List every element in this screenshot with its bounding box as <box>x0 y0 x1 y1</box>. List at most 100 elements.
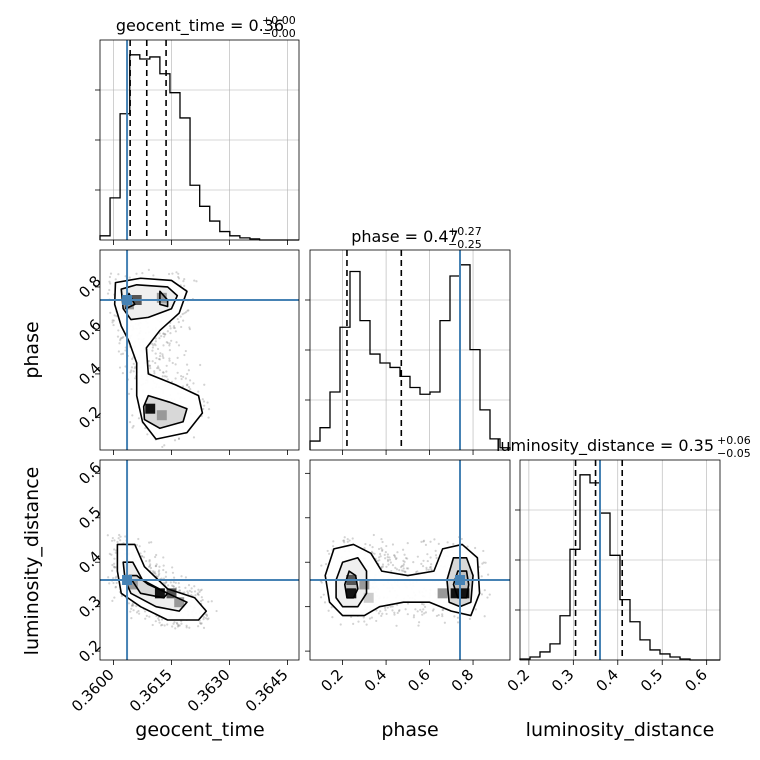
panel-geocent_time-phase-sample <box>159 352 162 355</box>
panel-phase-luminosity_distance-contour <box>335 556 368 608</box>
panel-geocent_time-phase-sample <box>116 335 120 338</box>
panel-phase-luminosity_distance-sample <box>419 608 422 611</box>
panel-phase-luminosity_distance-sample <box>417 624 420 627</box>
panel-geocent_time-luminosity_distance-sample <box>154 565 158 568</box>
panel-geocent_time-phase-sample <box>202 407 205 411</box>
panel-geocent_time-luminosity_distance-sample <box>149 563 152 566</box>
panel-geocent_time-phase-sample <box>108 288 111 292</box>
panel-geocent_time-phase-sample <box>199 363 202 367</box>
panel-phase-luminosity_distance-sample <box>422 540 425 543</box>
panel-geocent_time-luminosity_distance-sample <box>164 581 168 584</box>
hist-phase-frame <box>309 249 511 451</box>
panel-phase-luminosity_distance-sample <box>388 556 391 559</box>
panel-geocent_time-luminosity_distance-sample <box>154 620 157 623</box>
panel-geocent_time-luminosity_distance-sample <box>210 600 213 603</box>
panel-geocent_time-phase-sample <box>121 372 124 375</box>
panel-geocent_time-phase-sample <box>184 310 188 314</box>
panel-geocent_time-luminosity_distance-sample <box>155 553 158 557</box>
panel-geocent_time-phase-sample <box>187 386 191 389</box>
panel-phase-luminosity_distance-sample <box>487 573 490 576</box>
panel-phase-luminosity_distance-sample <box>474 608 477 611</box>
panel-geocent_time-luminosity_distance-sample <box>153 570 156 573</box>
panel-phase-luminosity_distance-sample <box>402 569 405 573</box>
hist-geocent_time-frame <box>99 39 300 241</box>
panel-geocent_time-luminosity_distance-sample <box>201 598 204 602</box>
panel-geocent_time-luminosity_distance-sample <box>157 574 160 577</box>
panel-phase-luminosity_distance-sample <box>386 560 390 563</box>
panel-geocent_time-phase-sample <box>179 315 182 318</box>
panel-geocent_time-luminosity_distance-sample <box>205 613 208 616</box>
panel-geocent_time-luminosity_distance-sample <box>165 580 168 584</box>
panel-geocent_time-phase-sample <box>195 280 198 283</box>
panel-geocent_time-phase-sample <box>118 342 121 345</box>
panel-phase-luminosity_distance-sample <box>456 621 460 624</box>
panel-phase-luminosity_distance-frame <box>309 459 511 661</box>
panel-geocent_time-luminosity_distance-xtick-label: 0.3615 <box>126 666 176 716</box>
panel-geocent_time-phase-sample <box>122 335 125 339</box>
panel-geocent_time-luminosity_distance-sample <box>187 592 190 595</box>
panel-phase-luminosity_distance-sample <box>400 564 404 568</box>
panel-geocent_time-phase-contour <box>142 394 188 430</box>
panel-phase-luminosity_distance-sample <box>326 549 329 553</box>
panel-phase-luminosity_distance-sample <box>362 616 365 619</box>
panel-geocent_time-luminosity_distance-sample <box>145 614 148 617</box>
panel-phase-luminosity_distance-sample <box>422 539 426 542</box>
panel-geocent_time-phase-sample <box>119 339 122 342</box>
panel-geocent_time-phase-sample <box>156 347 160 351</box>
panel-phase-luminosity_distance-sample <box>365 623 368 626</box>
panel-geocent_time-phase-sample <box>182 375 185 378</box>
panel-phase-luminosity_distance-sample <box>425 566 428 569</box>
panel-geocent_time-luminosity_distance-sample <box>138 612 141 615</box>
panel-geocent_time-phase-sample <box>183 312 186 315</box>
panel-phase-luminosity_distance-sample <box>390 569 393 573</box>
panel-geocent_time-phase-sample <box>192 436 196 439</box>
panel-phase-luminosity_distance-sample <box>364 542 367 546</box>
panel-geocent_time-luminosity_distance-sample <box>151 623 154 627</box>
panel-geocent_time-phase-sample <box>160 335 163 338</box>
panel-geocent_time-luminosity_distance-sample <box>140 555 143 558</box>
panel-phase-luminosity_distance-sample <box>381 563 385 566</box>
panel-geocent_time-phase-sample <box>202 400 206 403</box>
panel-geocent_time-phase-frame <box>99 249 300 451</box>
panel-geocent_time-phase-sample <box>154 352 157 355</box>
panel-phase-luminosity_distance-sample <box>381 540 384 544</box>
panel-phase-luminosity_distance-sample <box>433 538 436 541</box>
panel-phase-luminosity_distance-sample <box>389 605 392 608</box>
panel-geocent_time-phase-sample <box>177 275 180 279</box>
panel-phase-luminosity_distance-sample <box>429 565 432 569</box>
panel-geocent_time-luminosity_distance-sample <box>135 611 139 614</box>
panel-geocent_time-luminosity_distance-sample <box>156 575 159 578</box>
panel-geocent_time-phase-sample <box>171 272 174 275</box>
panel-geocent_time-phase-sample <box>119 337 122 341</box>
panel-phase-luminosity_distance-sample <box>398 608 401 612</box>
panel-phase-luminosity_distance-sample <box>423 612 426 615</box>
panel-geocent_time-luminosity_distance-sample <box>175 621 179 624</box>
panel-geocent_time-luminosity_distance-sample <box>193 585 196 588</box>
panel-geocent_time-phase-sample <box>106 292 110 295</box>
panel-geocent_time-luminosity_distance-sample <box>137 609 140 613</box>
panel-phase-luminosity_distance-sample <box>417 621 421 624</box>
panel-phase-luminosity_distance-sample <box>415 571 418 574</box>
panel-phase-luminosity_distance-sample <box>377 547 381 551</box>
panel-geocent_time-phase-sample <box>163 375 167 378</box>
panel-geocent_time-luminosity_distance-sample <box>111 563 114 567</box>
panel-geocent_time-phase-sample <box>177 272 180 275</box>
panel-phase-luminosity_distance-sample <box>380 565 383 569</box>
panel-geocent_time-phase-sample <box>161 445 164 449</box>
panel-geocent_time-luminosity_distance-sample <box>162 556 165 559</box>
panel-phase-luminosity_distance-sample <box>370 616 374 619</box>
panel-geocent_time-luminosity_distance-sample <box>108 552 111 555</box>
panel-geocent_time-phase-sample <box>186 383 189 386</box>
panel-geocent_time-luminosity_distance-density-block <box>127 579 138 590</box>
panel-geocent_time-luminosity_distance-sample <box>112 577 115 580</box>
panel-geocent_time-luminosity_distance-sample <box>148 541 151 544</box>
panel-phase-luminosity_distance-sample <box>378 552 382 556</box>
panel-geocent_time-phase-sample <box>193 279 196 282</box>
panel-geocent_time-luminosity_distance-sample <box>130 607 133 610</box>
panel-geocent_time-luminosity_distance-density-block <box>154 588 165 599</box>
panel-geocent_time-luminosity_distance-sample <box>193 590 197 593</box>
panel-geocent_time-luminosity_distance-sample <box>148 559 151 562</box>
panel-phase-luminosity_distance-sample <box>412 616 415 619</box>
panel-geocent_time-luminosity_distance-sample <box>183 591 186 594</box>
panel-geocent_time-luminosity_distance-sample <box>160 618 164 621</box>
